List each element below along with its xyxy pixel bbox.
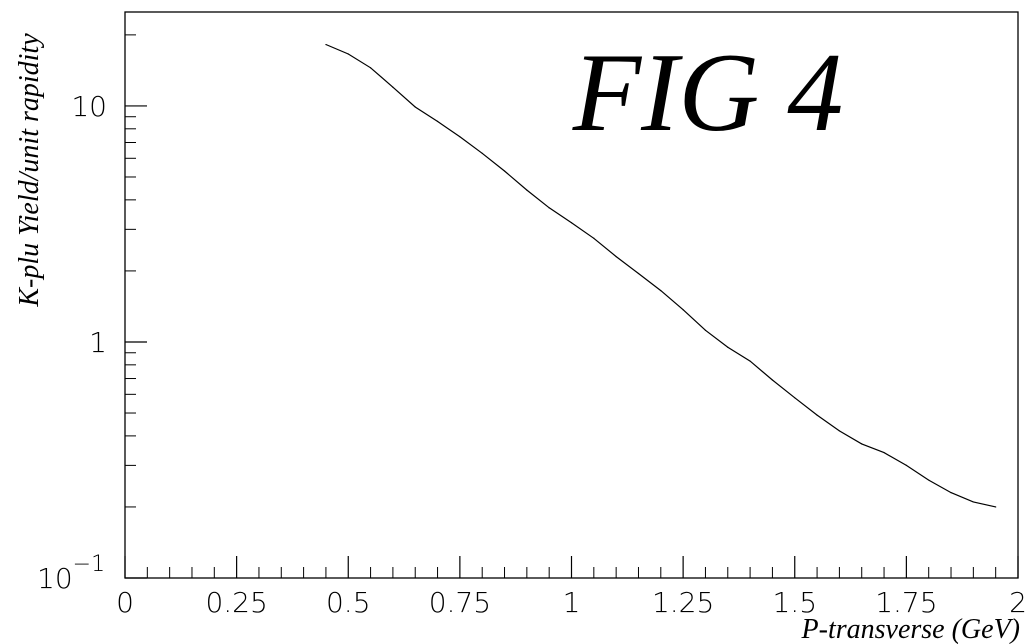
data-point bbox=[615, 255, 617, 258]
x-axis-ticks bbox=[124, 556, 1019, 578]
data-point bbox=[905, 464, 907, 466]
data-point bbox=[950, 492, 952, 494]
data-point bbox=[660, 290, 662, 292]
y-tick-label: 10−1 bbox=[37, 552, 105, 595]
data-point bbox=[369, 67, 372, 69]
data-point bbox=[459, 136, 461, 138]
x-tick-label: 1.75 bbox=[875, 586, 937, 619]
data-point bbox=[593, 237, 595, 239]
data-point bbox=[503, 170, 506, 172]
x-tick-label: 0.25 bbox=[205, 586, 267, 619]
data-point bbox=[570, 222, 573, 224]
data-point bbox=[481, 152, 483, 154]
data-point bbox=[682, 309, 684, 311]
data-point bbox=[883, 451, 885, 454]
x-tick-label: 1.25 bbox=[652, 586, 714, 619]
x-tick-label: 1 bbox=[563, 586, 581, 619]
x-axis-tick-labels: 0 0.25 0.5 0.75 1 1.25 1.5 1.75 2 bbox=[116, 586, 1027, 619]
data-point bbox=[928, 479, 930, 481]
data-point bbox=[995, 506, 997, 508]
x-tick-label: 2 bbox=[1009, 586, 1027, 619]
y-tick-label: 10 bbox=[71, 90, 107, 123]
x-axis-title: P-transverse (GeV) bbox=[801, 614, 1020, 644]
plot-frame bbox=[124, 11, 1019, 579]
data-point bbox=[771, 379, 774, 381]
data-point bbox=[347, 53, 349, 55]
y-tick-label-base: 10 bbox=[37, 562, 73, 595]
data-point bbox=[972, 501, 974, 503]
series-points bbox=[325, 43, 997, 508]
y-tick-label: 1 bbox=[89, 326, 107, 359]
data-point bbox=[861, 443, 863, 445]
y-axis-title: K-plu Yield/unit rapidity bbox=[14, 33, 45, 308]
y-axis-ticks bbox=[125, 34, 147, 579]
data-point bbox=[637, 272, 640, 275]
x-tick-label: 0.5 bbox=[326, 586, 371, 619]
data-point bbox=[414, 106, 416, 108]
data-point bbox=[749, 360, 751, 362]
data-point bbox=[816, 414, 818, 416]
data-point bbox=[548, 207, 550, 209]
data-point bbox=[526, 189, 528, 191]
data-point bbox=[436, 120, 439, 122]
data-point bbox=[838, 430, 841, 432]
x-tick-label: 0 bbox=[116, 586, 134, 619]
data-point bbox=[727, 346, 729, 348]
x-tick-label: 1.5 bbox=[772, 586, 817, 619]
data-point bbox=[392, 86, 394, 88]
chart-title: FIG 4 bbox=[572, 31, 844, 155]
y-tick-label-exponent: −1 bbox=[73, 552, 105, 577]
data-point bbox=[794, 397, 796, 399]
data-point bbox=[704, 329, 707, 331]
x-tick-label: 0.75 bbox=[429, 586, 491, 619]
data-point bbox=[325, 43, 327, 46]
